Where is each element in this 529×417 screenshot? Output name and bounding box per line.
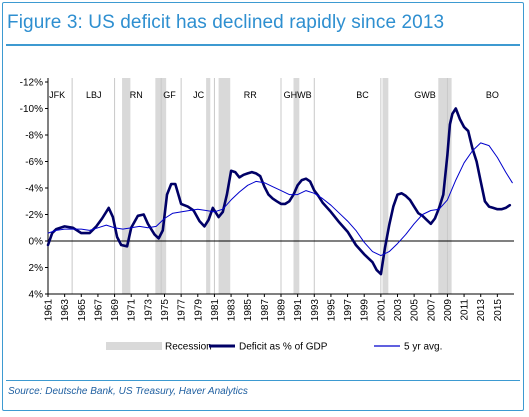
x-tick-label: 1985 <box>243 299 254 322</box>
x-tick-label: 1987 <box>260 299 271 322</box>
x-tick-label: 1989 <box>277 299 288 322</box>
x-tick-label: 2015 <box>493 299 504 322</box>
x-tick-label: 1991 <box>293 299 304 322</box>
y-tick-label: -8% <box>25 131 43 142</box>
legend-label: Recession <box>165 342 212 353</box>
president-label: RR <box>244 90 257 100</box>
x-tick-label: 2011 <box>460 299 471 321</box>
x-tick-label: 1997 <box>343 299 354 322</box>
president-label: GWB <box>414 90 436 100</box>
y-tick-label: -6% <box>25 157 43 168</box>
y-tick-label: 4% <box>29 290 44 301</box>
president-dividers <box>71 78 448 294</box>
y-tick-label: -4% <box>25 184 43 195</box>
x-tick-label: 1975 <box>160 299 171 322</box>
title-divider <box>6 44 520 46</box>
x-tick-label: 1999 <box>360 299 371 322</box>
president-label: BC <box>356 90 369 100</box>
recession-band <box>122 78 131 294</box>
x-tick-label: 2003 <box>393 299 404 322</box>
president-label: LBJ <box>86 90 102 100</box>
president-label: GF <box>163 90 176 100</box>
y-tick-label: -2% <box>25 210 43 221</box>
y-tick-label: 0% <box>29 237 44 248</box>
x-tick-label: 2013 <box>476 299 487 322</box>
x-tick-label: 1995 <box>326 299 337 322</box>
figure-frame <box>2 2 524 411</box>
x-tick-label: 2009 <box>443 299 454 322</box>
x-tick-label: 1983 <box>227 299 238 322</box>
y-tick-label: -10% <box>20 104 43 115</box>
x-tick-label: 1993 <box>310 299 321 322</box>
y-tick-label: -12% <box>20 78 43 89</box>
president-labels: JFK LBJ RN GF JC RR GHWB BC GWB BO <box>49 90 499 100</box>
source-divider <box>6 380 520 381</box>
x-tick-label: 1971 <box>127 299 138 322</box>
president-label: RN <box>130 90 143 100</box>
x-tick-label: 2005 <box>410 299 421 322</box>
x-tick-label: 1963 <box>60 299 71 322</box>
recession-band <box>382 78 389 294</box>
x-tick-label: 1977 <box>177 299 188 322</box>
president-label: BO <box>486 90 499 100</box>
legend-label: Deficit as % of GDP <box>239 342 328 353</box>
x-tick-label: 2001 <box>376 299 387 322</box>
series-lines <box>46 107 513 276</box>
x-tick-label: 1967 <box>93 299 104 322</box>
recession-band <box>218 78 231 294</box>
legend-swatch-recession <box>106 342 162 350</box>
legend: Recession Deficit as % of GDP 5 yr avg. <box>106 342 442 353</box>
president-label: GHWB <box>284 90 312 100</box>
x-tick-label: 1979 <box>193 299 204 322</box>
x-tick-label: 1969 <box>110 299 121 322</box>
series-line-5yr-avg <box>47 142 513 257</box>
president-label: JC <box>193 90 205 100</box>
y-tick-label: 2% <box>29 263 44 274</box>
x-tick-label: 1961 <box>44 299 55 322</box>
x-tick-label: 2007 <box>426 299 437 322</box>
recession-band <box>206 78 211 294</box>
legend-label: 5 yr avg. <box>404 342 442 353</box>
axes: -12% -10% -8% -6% -4% -2% 0% 2% 4%1961 1963 1965 19… <box>20 78 514 322</box>
series-line-deficit <box>46 107 512 276</box>
x-tick-label: 1973 <box>143 299 154 322</box>
x-tick-label: 1981 <box>210 299 221 322</box>
source-note: Source: Deutsche Bank, US Treasury, Have… <box>8 386 248 397</box>
figure-title: Figure 3: US deficit has declined rapidl… <box>7 12 445 33</box>
president-label: JFK <box>49 90 65 100</box>
x-tick-label: 1965 <box>77 299 88 322</box>
